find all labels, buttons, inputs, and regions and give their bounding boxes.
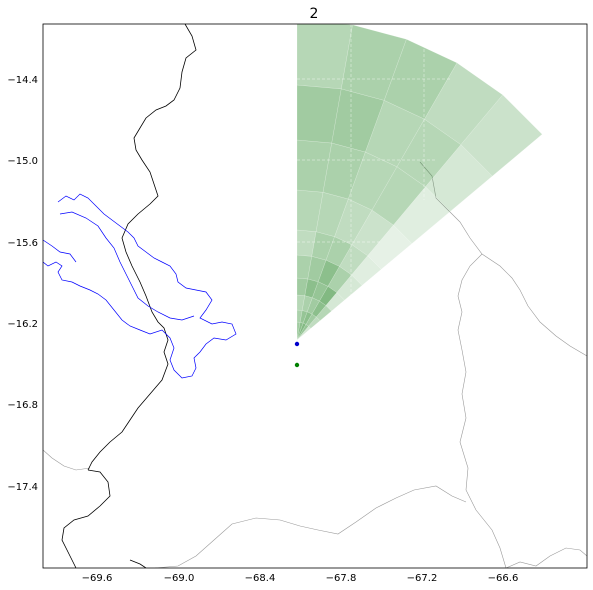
- x-tick-label: −69.0: [164, 573, 195, 584]
- radar-sector-cell: [296, 24, 353, 90]
- radar-sector-cell: [296, 309, 303, 323]
- radar-sector-cell: [351, 209, 394, 257]
- radar-sector-cell: [315, 305, 332, 322]
- x-tick-label: −69.6: [82, 573, 113, 584]
- x-tick-label: −67.2: [407, 573, 438, 584]
- chart-title: 2: [310, 6, 319, 22]
- radar-sector-cell: [367, 224, 413, 270]
- radar-sector-cell: [460, 94, 543, 177]
- radar-sector-cell: [393, 186, 451, 244]
- region-boundary-north: [419, 161, 587, 357]
- radar-sector-cell: [307, 255, 327, 283]
- y-tick-label: −16.8: [7, 400, 38, 411]
- radar-sector-cell: [304, 278, 319, 299]
- radar-sector-cell: [302, 311, 313, 325]
- radar-sector-cell: [325, 292, 345, 312]
- radar-sector-cell: [365, 100, 425, 168]
- radar-sector-cell: [331, 88, 385, 153]
- region-boundary-east: [457, 253, 507, 568]
- x-tick-label: −68.4: [245, 573, 276, 584]
- radar-site-marker: [294, 341, 300, 347]
- radar-sector-cell: [351, 255, 382, 286]
- radar-sector-cell: [396, 118, 462, 188]
- border-chile: [61, 469, 111, 568]
- radar-sector-cell: [296, 139, 333, 193]
- radar-sector-cell: [296, 189, 324, 232]
- radar-sector-cell: [425, 144, 493, 212]
- radar-sector-cell: [296, 229, 317, 257]
- radar-sector-cell: [296, 324, 309, 341]
- radar-sector-cell: [383, 38, 458, 120]
- radar-sector-cell: [340, 24, 407, 101]
- border-peru-bolivia: [87, 24, 197, 471]
- lake-titicaca-west-shore: [43, 239, 77, 263]
- radar-sector-cell: [315, 191, 349, 237]
- y-tick-label: −15.0: [7, 156, 38, 167]
- radar-sector-cell: [334, 198, 373, 246]
- radar-sector-cell: [305, 313, 317, 327]
- region-boundary-south: [154, 485, 467, 568]
- radar-sector-cell: [299, 310, 308, 324]
- border-chile-east: [129, 559, 147, 568]
- lake-titicaca-outline: [43, 193, 237, 379]
- radar-sector-cell: [325, 236, 353, 267]
- radar-sector-cell: [317, 259, 340, 287]
- radar-sector-cell: [296, 321, 304, 341]
- lake-titicaca: [43, 193, 237, 379]
- y-axis: −14.4 −15.0 −15.6 −16.2 −16.8 −17.4: [7, 75, 38, 493]
- y-tick-label: −14.4: [7, 75, 38, 86]
- radar-sector-cell: [296, 84, 342, 144]
- y-tick-label: −15.6: [7, 238, 38, 249]
- radar-sector-cell: [327, 266, 353, 293]
- radar-sector-cell: [296, 294, 306, 311]
- x-tick-label: −66.6: [488, 573, 519, 584]
- radar-sector-cell: [296, 325, 312, 341]
- radar-sector-cell: [336, 274, 363, 301]
- radar-sector-cell: [339, 244, 369, 276]
- radar-sector-cell: [311, 231, 335, 261]
- radar-sectors: [296, 24, 543, 341]
- radar-sector-cell: [371, 166, 426, 226]
- x-axis: −69.6 −69.0 −68.4 −67.8 −67.2 −66.6: [82, 573, 519, 584]
- radar-sector-cell: [296, 254, 313, 280]
- radar-sector-cell: [347, 151, 398, 211]
- y-tick-label: −16.2: [7, 319, 38, 330]
- map-plot-area: [43, 24, 587, 568]
- lake-titicaca-inner: [59, 211, 195, 321]
- radar-sector-cell: [296, 277, 309, 296]
- region-boundaries: [43, 161, 587, 568]
- region-boundary-west: [43, 449, 91, 471]
- secondary-site-marker: [294, 362, 300, 368]
- x-tick-label: −67.8: [326, 573, 357, 584]
- radar-sector-cell: [322, 142, 366, 200]
- sector-grid-overlay: [297, 24, 450, 300]
- country-borders: [61, 24, 197, 568]
- radar-sector-cell: [301, 295, 313, 313]
- radar-sector-cell: [319, 285, 338, 306]
- radar-sector-cell: [424, 62, 504, 145]
- region-boundary-southeast: [505, 547, 587, 568]
- radar-sector-cell: [308, 316, 321, 329]
- radar-sector-cell: [311, 300, 327, 318]
- plot-frame: [42, 23, 588, 569]
- y-tick-label: −17.4: [7, 482, 38, 493]
